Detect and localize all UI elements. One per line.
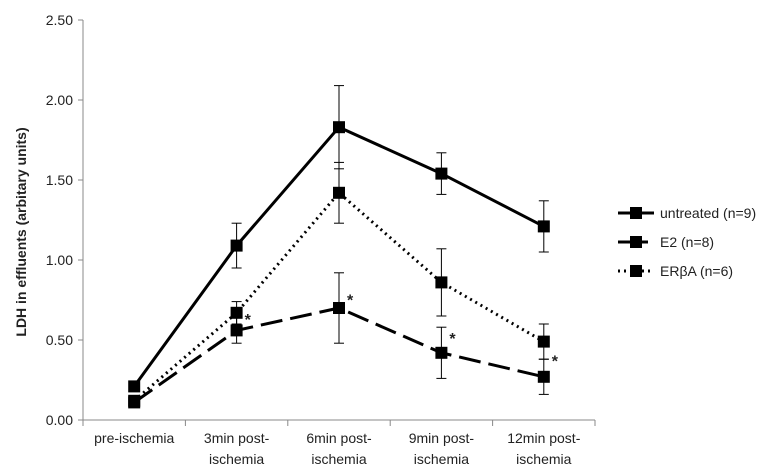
y-tick-label: 2.50 xyxy=(46,12,73,28)
significance-marker: * xyxy=(552,353,559,370)
y-axis-label: LDH in effluents (arbitary units) xyxy=(13,127,29,336)
legend-label: E2 (n=8) xyxy=(660,234,714,250)
data-point xyxy=(128,394,141,407)
axes: 0.00 0.50 1.00 1.50 2.00 2.50 pre-ischemia 3min… xyxy=(13,12,596,467)
y-tick-label: 1.50 xyxy=(46,172,73,188)
y-tick-label: 1.00 xyxy=(46,252,73,268)
data-point xyxy=(537,335,550,348)
data-point xyxy=(230,324,243,337)
data-point xyxy=(537,220,550,233)
x-tick-label: pre-ischemia xyxy=(94,430,174,446)
legend-marker xyxy=(630,207,642,219)
x-tick-label: 12min post-ischemia xyxy=(507,430,580,467)
data-point xyxy=(435,167,448,180)
significance-marker: * xyxy=(449,331,456,348)
data-point xyxy=(537,370,550,383)
series-layer xyxy=(128,85,550,409)
x-tick-label: 3min post-ischemia xyxy=(204,430,270,467)
series-0 xyxy=(128,85,550,393)
data-point xyxy=(435,276,448,289)
legend-label: ERβA (n=6) xyxy=(660,263,733,279)
x-tick-label: 9min post-ischemia xyxy=(409,430,475,467)
legend-item: E2 (n=8) xyxy=(618,234,714,250)
data-point xyxy=(333,186,345,199)
annotation-layer: * * * * xyxy=(245,293,559,371)
data-point xyxy=(333,121,345,134)
y-tick-label: 2.00 xyxy=(46,92,73,108)
legend-item: untreated (n=9) xyxy=(618,205,756,221)
series-1 xyxy=(128,272,550,409)
legend: untreated (n=9) E2 (n=8) ERβA (n=6) xyxy=(618,205,756,279)
data-point xyxy=(230,239,243,252)
x-tick-label: 6min post-ischemia xyxy=(306,430,372,467)
data-point xyxy=(128,380,141,393)
y-tick-label: 0.50 xyxy=(46,332,73,348)
legend-marker xyxy=(630,236,642,248)
legend-item: ERβA (n=6) xyxy=(618,263,733,279)
legend-label: untreated (n=9) xyxy=(660,205,756,221)
data-point xyxy=(333,302,345,314)
data-point xyxy=(435,346,448,359)
data-point xyxy=(230,306,243,319)
significance-marker: * xyxy=(245,312,252,329)
series-2 xyxy=(128,161,550,407)
legend-marker xyxy=(630,265,642,277)
y-tick-label: 0.00 xyxy=(46,412,73,428)
series-line xyxy=(133,190,545,402)
significance-marker: * xyxy=(347,293,354,310)
